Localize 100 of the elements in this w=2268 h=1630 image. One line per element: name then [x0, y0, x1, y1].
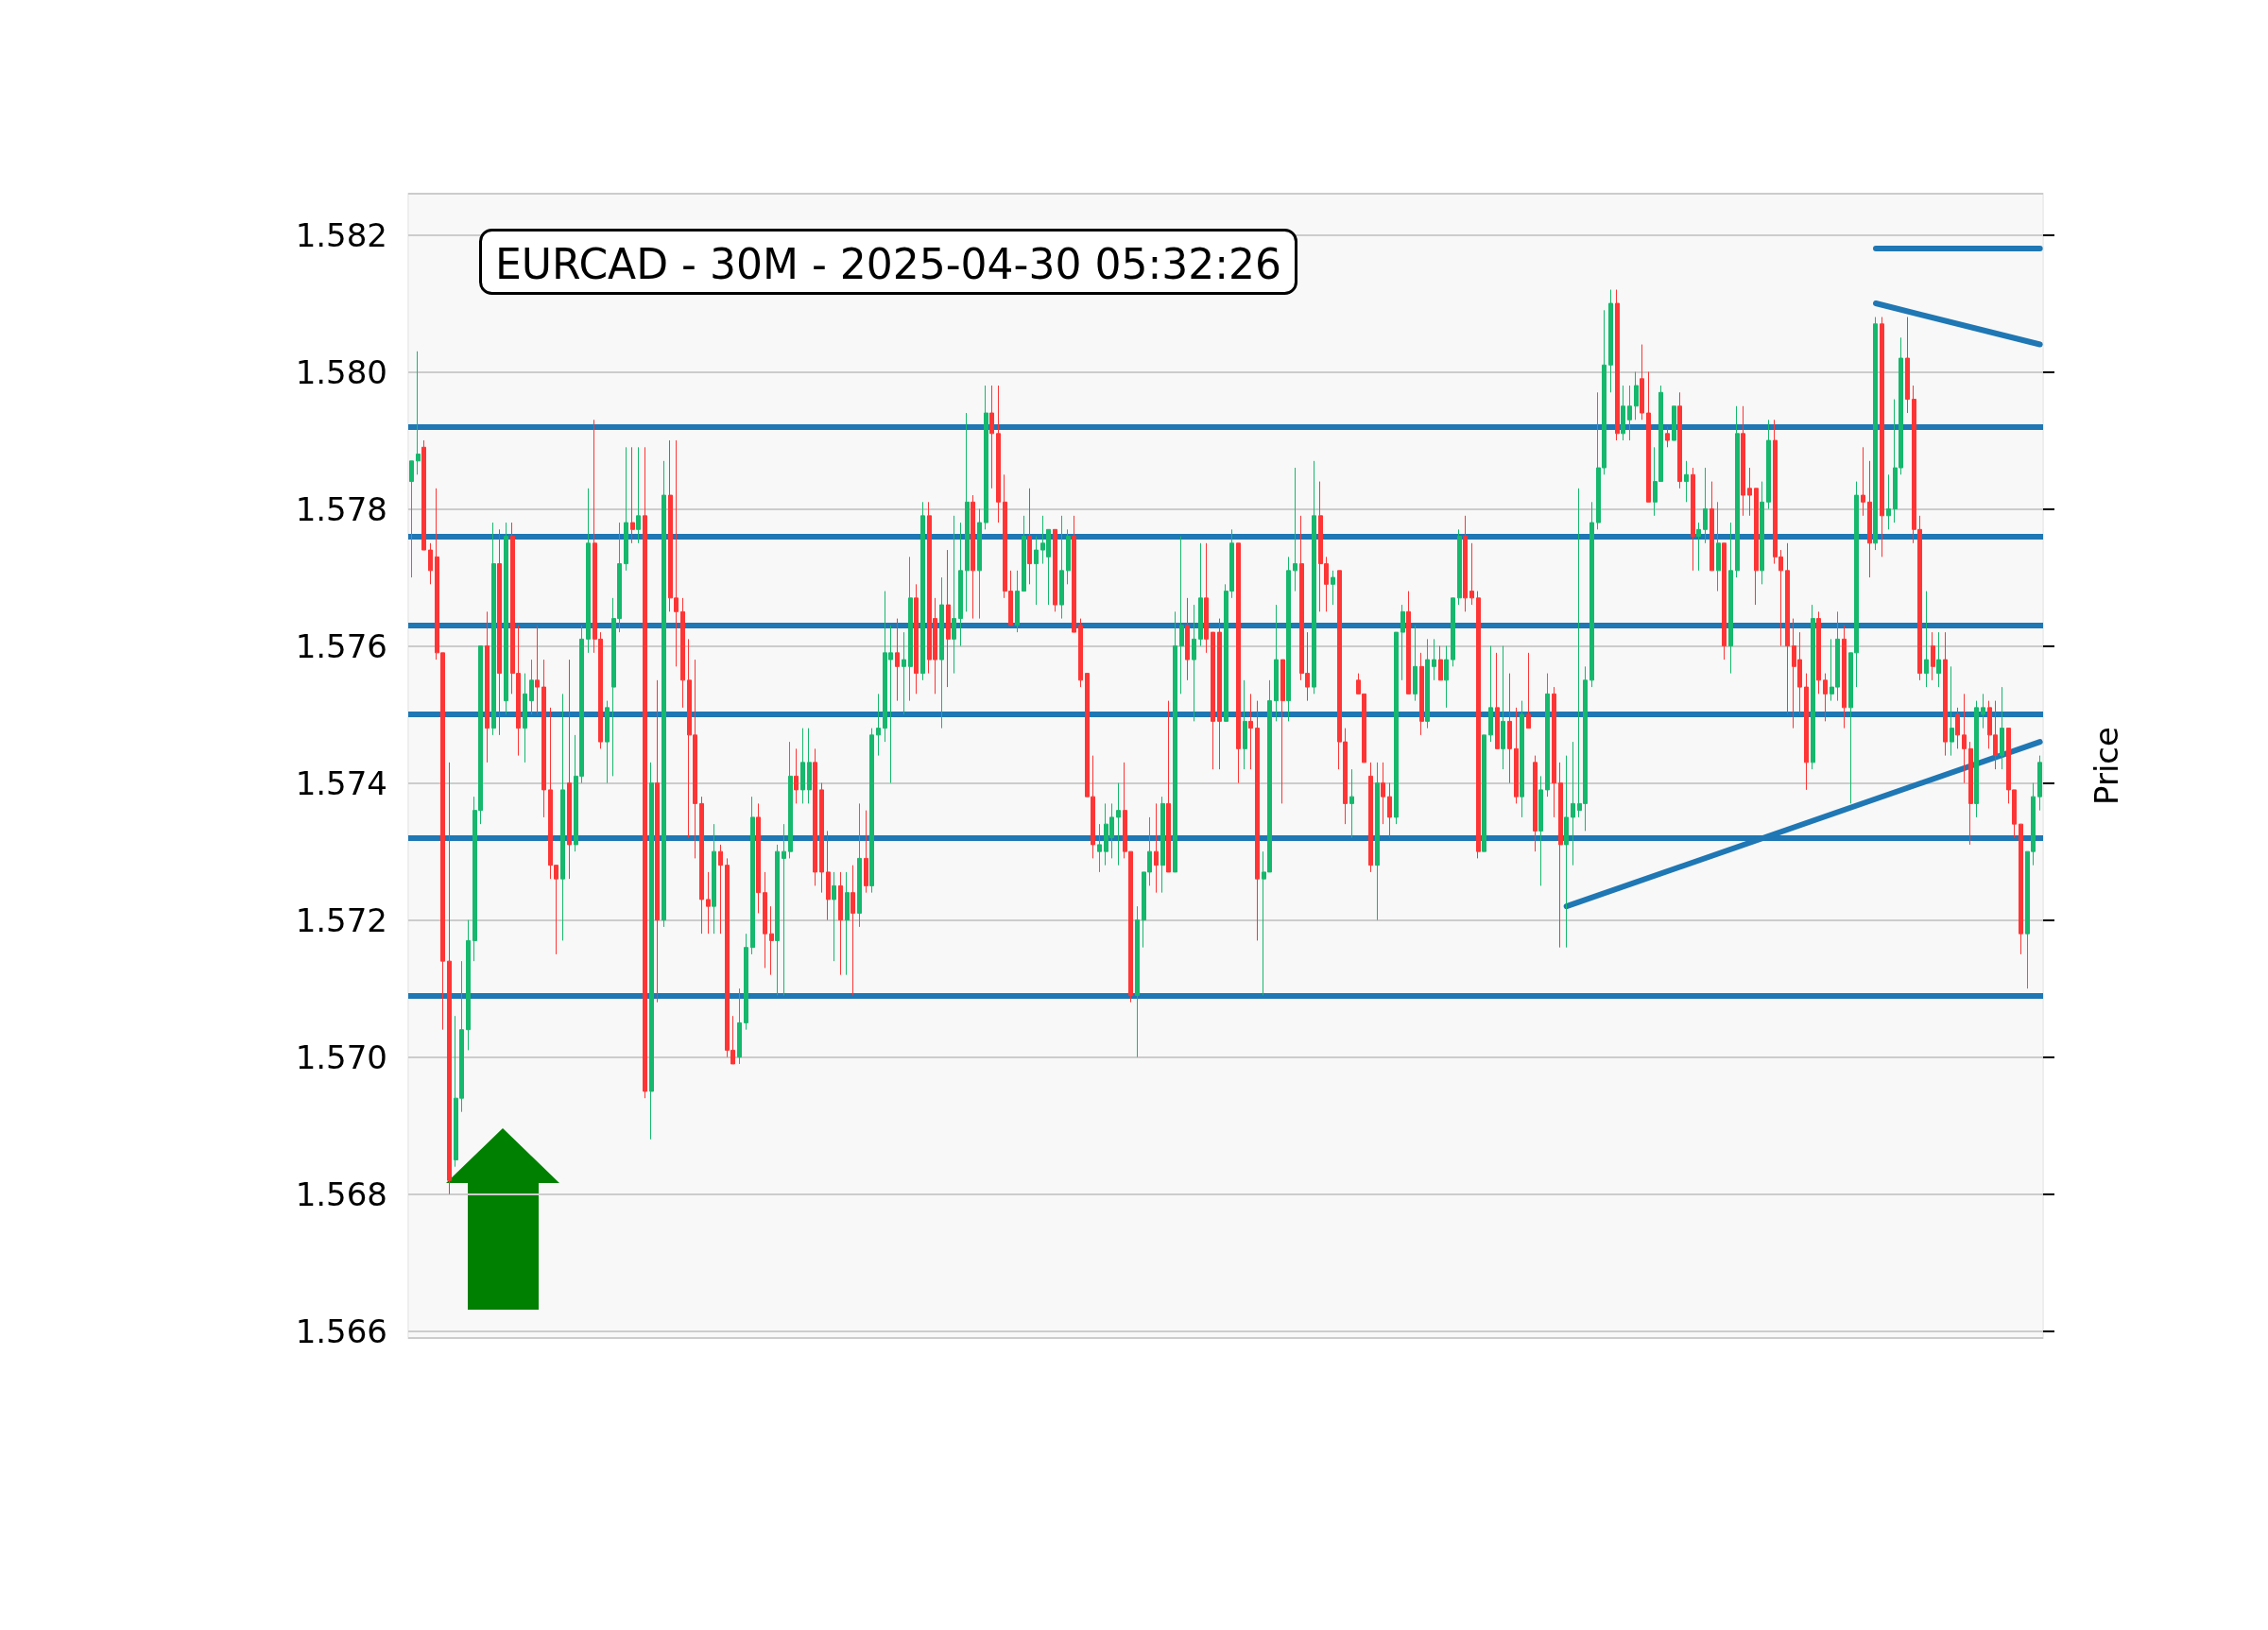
- candlestick: [782, 823, 786, 996]
- candlestick: [845, 871, 850, 976]
- y-tick-label: 1.572: [295, 901, 387, 939]
- candlestick: [1533, 755, 1538, 852]
- candlestick: [1640, 344, 1644, 420]
- candlestick: [1476, 591, 1481, 859]
- candlestick: [794, 747, 799, 804]
- candlestick: [1192, 604, 1196, 722]
- candlestick: [1905, 317, 1910, 414]
- candlestick: [1406, 591, 1411, 695]
- candlestick: [1022, 515, 1026, 592]
- candlestick: [958, 522, 963, 647]
- y-tick-label: 1.580: [295, 352, 387, 391]
- candlestick: [1419, 652, 1424, 736]
- candlestick: [971, 494, 975, 620]
- candlestick: [1217, 618, 1222, 770]
- candlestick: [1312, 460, 1316, 695]
- candlestick: [1804, 673, 1809, 791]
- candlestick: [1488, 645, 1493, 743]
- candlestick: [1861, 446, 1865, 517]
- candlestick: [1722, 542, 1727, 661]
- candlestick: [1059, 515, 1064, 620]
- candlestick: [624, 446, 628, 572]
- candlestick: [1962, 693, 1967, 784]
- candlestick: [1444, 645, 1449, 709]
- candlestick: [718, 844, 723, 935]
- candlestick: [1495, 652, 1500, 749]
- candlestick: [1943, 631, 1948, 757]
- candlestick: [1116, 782, 1121, 866]
- candlestick: [788, 741, 793, 859]
- candlestick: [1747, 467, 1752, 517]
- candlestick: [421, 439, 426, 551]
- candlestick: [1293, 467, 1297, 592]
- candlestick: [1185, 597, 1190, 681]
- candlestick: [902, 631, 906, 715]
- candlestick: [1545, 673, 1550, 798]
- candlestick: [939, 576, 944, 729]
- y-tick-label: 1.578: [295, 489, 387, 528]
- candlestick: [1880, 317, 1884, 558]
- candlestick: [662, 460, 666, 928]
- candlestick: [1677, 391, 1682, 489]
- candlestick: [1615, 289, 1620, 441]
- candlestick: [800, 728, 805, 804]
- candlestick: [832, 871, 836, 962]
- candlestick: [428, 542, 433, 585]
- candlestick: [920, 501, 925, 681]
- candlestick: [1027, 488, 1032, 585]
- candlestick: [649, 762, 654, 1141]
- candlestick: [1665, 426, 1670, 448]
- candlestick: [416, 351, 421, 475]
- candlestick: [1135, 905, 1140, 1058]
- candlestick: [1716, 501, 1721, 592]
- candlestick: [586, 488, 591, 654]
- candlestick: [529, 659, 534, 715]
- candlestick: [1627, 385, 1632, 441]
- candlestick: [497, 528, 502, 736]
- candlestick: [1728, 522, 1733, 675]
- candlestick: [763, 871, 767, 969]
- candlestick: [1211, 631, 1215, 770]
- candlestick: [1873, 317, 1878, 551]
- candlestick: [826, 830, 831, 921]
- candlestick: [1646, 371, 1651, 503]
- candlestick: [1173, 610, 1177, 873]
- candlestick: [996, 385, 1001, 523]
- candlestick: [1754, 488, 1759, 606]
- candlestick: [1034, 536, 1039, 606]
- candlestick: [1634, 371, 1639, 420]
- candlestick: [1179, 536, 1184, 695]
- candlestick: [491, 522, 496, 736]
- candlestick: [1735, 405, 1740, 578]
- candlestick: [2019, 823, 2023, 955]
- candlestick: [1501, 645, 1505, 770]
- candlestick: [1457, 528, 1462, 606]
- candlestick: [1571, 741, 1575, 866]
- candlestick: [1564, 755, 1569, 949]
- candlestick: [1538, 775, 1543, 886]
- y-tick-label: 1.570: [295, 1038, 387, 1076]
- candlestick: [1552, 686, 1556, 818]
- text: EURCAD - 30M - 2025-04-30 05:32:26: [495, 239, 1282, 288]
- candlestick: [1160, 796, 1165, 894]
- candlestick: [1236, 542, 1241, 784]
- candlestick: [630, 446, 635, 544]
- candlestick: [864, 810, 868, 894]
- candlestick: [1811, 604, 1815, 770]
- candlestick: [1936, 631, 1941, 688]
- candlestick: [1381, 762, 1385, 825]
- candlestick: [699, 796, 704, 935]
- candlestick: [1255, 700, 1260, 941]
- candlestick: [1931, 631, 1935, 681]
- candlestick: [485, 610, 490, 764]
- candlestick: [1816, 610, 1821, 695]
- candlestick: [1684, 460, 1689, 503]
- candlestick: [1955, 707, 1960, 749]
- candlestick: [1432, 638, 1436, 681]
- candlestick: [1823, 673, 1828, 722]
- candlestick: [750, 796, 755, 955]
- candlestick: [409, 460, 414, 578]
- candlestick: [857, 802, 862, 928]
- candlestick: [914, 583, 919, 695]
- candlestick: [567, 659, 572, 880]
